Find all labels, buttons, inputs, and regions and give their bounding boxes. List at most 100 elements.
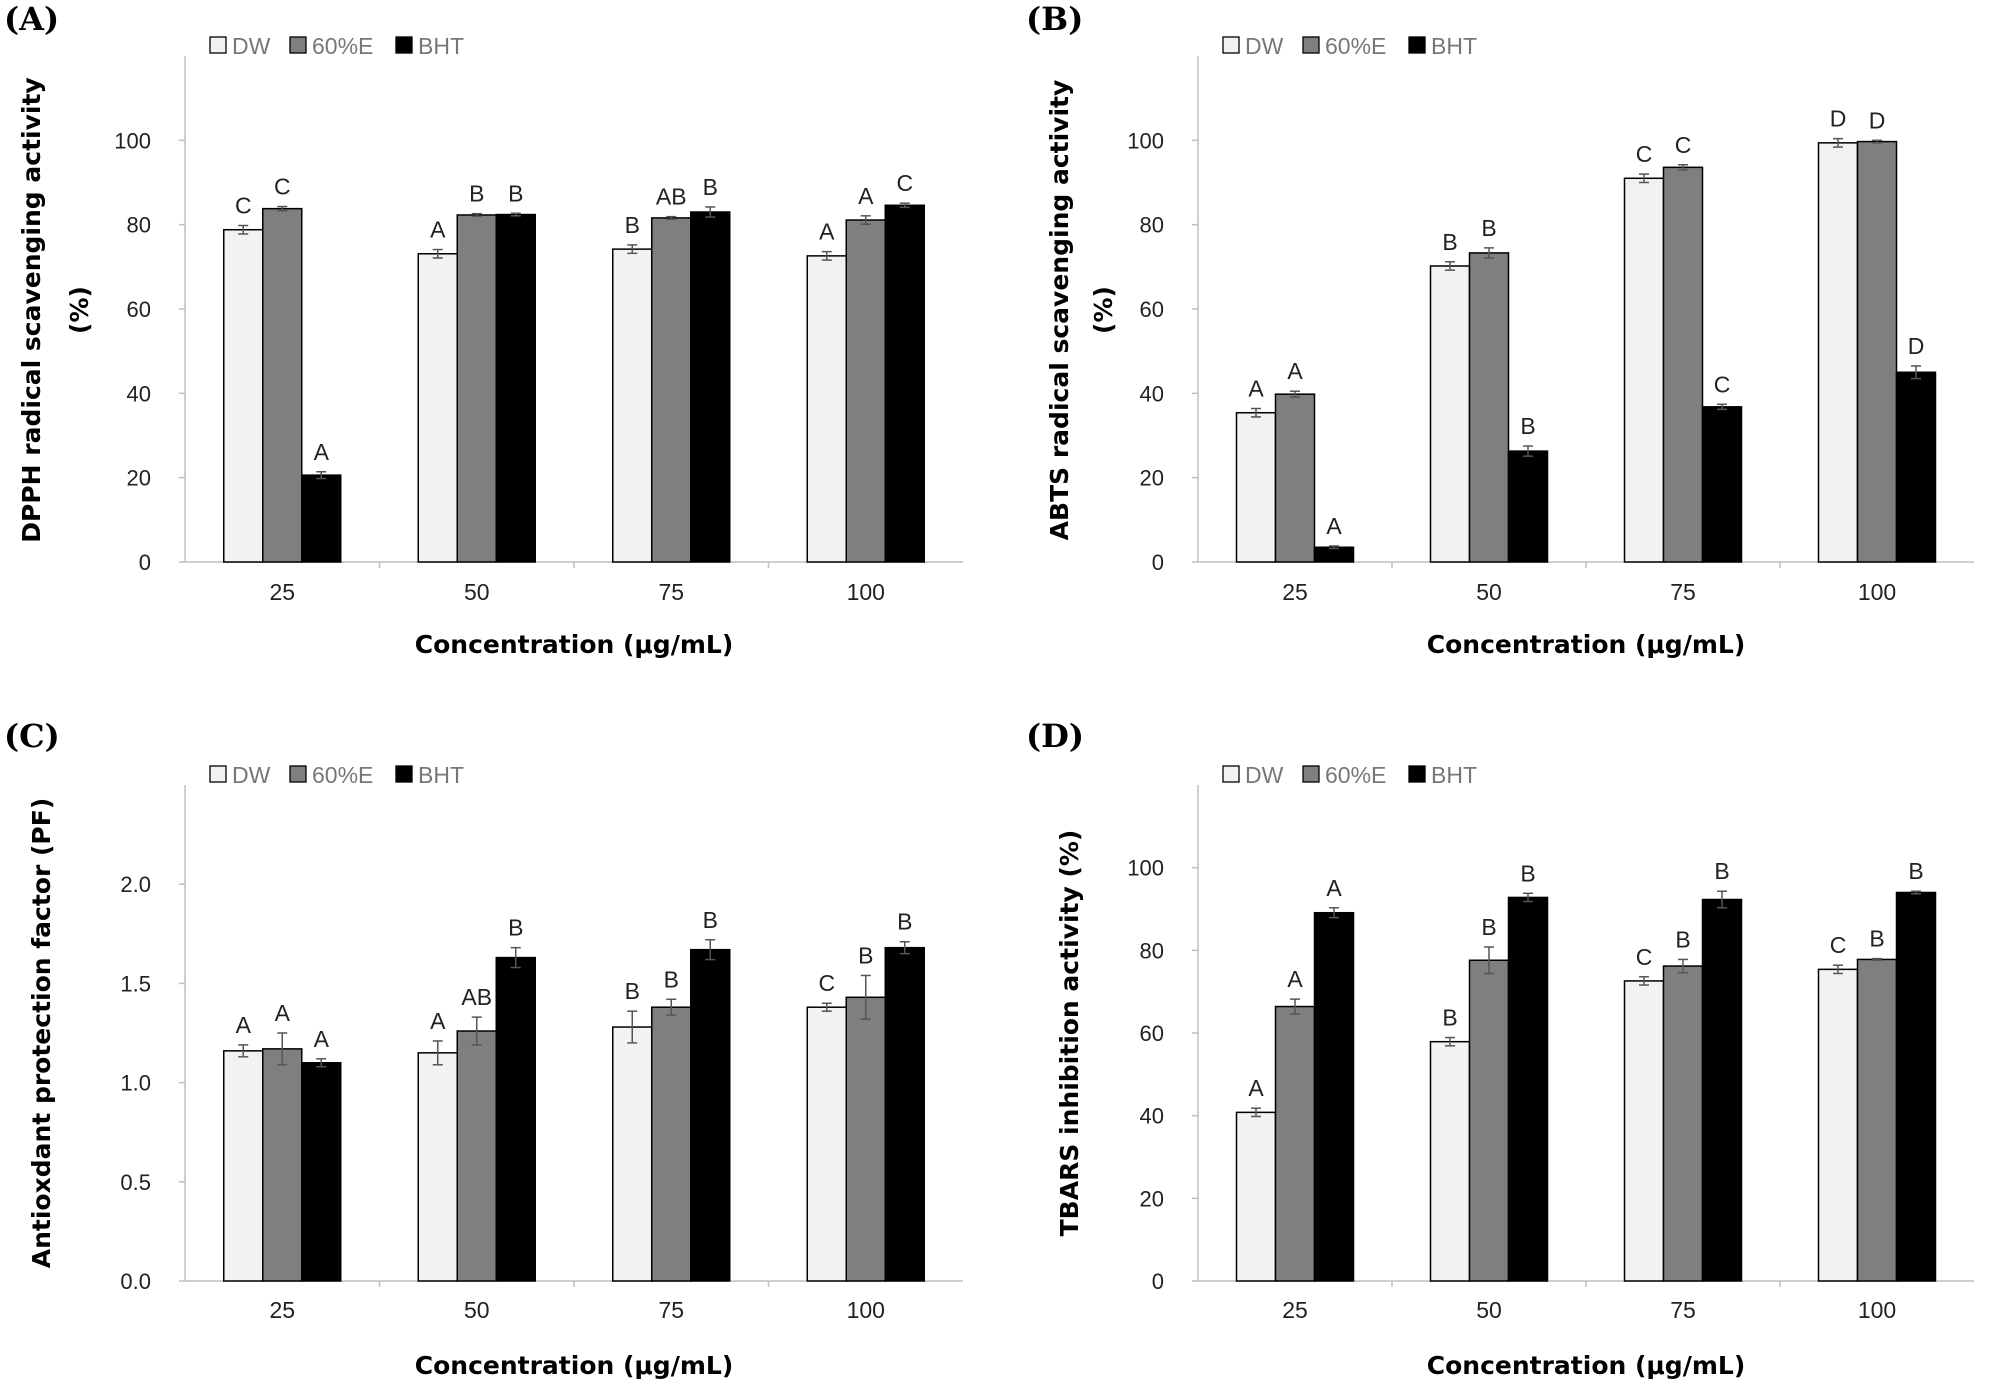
bar-dw	[612, 1026, 653, 1282]
bar-bht	[495, 213, 536, 563]
significance-label: A	[1326, 513, 1342, 539]
significance-label: B	[703, 174, 718, 200]
significance-label: A	[1326, 875, 1342, 901]
significance-label: B	[1714, 858, 1729, 884]
y-tick-label: 40	[127, 381, 151, 406]
legend-label-bht: BHT	[418, 762, 464, 788]
x-axis-title: Concentration (μg/mL)	[415, 630, 734, 659]
legend-label-dw: DW	[1245, 33, 1284, 59]
x-tick-label: 75	[658, 1297, 684, 1323]
significance-label: B	[858, 942, 873, 968]
y-tick-label: 0	[139, 550, 151, 575]
bar-60pct-e	[1662, 965, 1704, 1282]
x-tick-label: 75	[1670, 579, 1696, 605]
panel-label-a: (A)	[4, 0, 59, 38]
bar-dw	[1623, 980, 1665, 1282]
legend-swatch-60pct-e	[289, 765, 307, 783]
bar-60pct-e	[1662, 166, 1704, 563]
bar-bht	[1895, 371, 1937, 563]
legend-label-bht: BHT	[418, 33, 464, 59]
legend-swatch-dw	[209, 36, 227, 54]
significance-label: C	[818, 970, 835, 996]
significance-label: B	[1675, 926, 1690, 952]
panel-label-d: (D)	[1026, 717, 1084, 755]
bar-dw	[1235, 1111, 1277, 1282]
significance-label: B	[1481, 914, 1496, 940]
x-tick-label: 75	[658, 579, 684, 605]
bar-bht	[884, 204, 925, 563]
bar-bht	[1507, 896, 1549, 1282]
bar-60pct-e	[651, 217, 692, 563]
legend-swatch-60pct-e	[1302, 765, 1320, 783]
significance-label: B	[625, 978, 640, 1004]
significance-label: A	[1248, 376, 1264, 402]
significance-label: D	[1830, 106, 1847, 132]
significance-label: AB	[461, 984, 492, 1010]
y-axis-title: TBARS inhibition activity (%)	[1055, 830, 1084, 1237]
y-tick-label: 2.0	[120, 872, 151, 897]
legend-label-dw: DW	[1245, 762, 1284, 788]
significance-label: B	[897, 909, 912, 935]
y-axis-title: Antioxdant protection factor (PF)	[27, 798, 56, 1268]
bar-dw	[612, 248, 653, 563]
x-axis-title: Concentration (μg/mL)	[1427, 630, 1746, 659]
significance-label: C	[235, 193, 252, 219]
bar-dw	[1429, 265, 1471, 563]
bar-60pct-e	[262, 1048, 303, 1282]
legend-swatch-dw	[1222, 765, 1240, 783]
x-tick-label: 100	[847, 1297, 885, 1323]
x-tick-label: 75	[1670, 1297, 1696, 1323]
bar-60pct-e	[1856, 958, 1898, 1282]
bar-dw	[1623, 177, 1665, 563]
y-tick-label: 80	[127, 213, 151, 238]
significance-label: B	[1520, 860, 1535, 886]
x-tick-label: 50	[1476, 1297, 1502, 1323]
bar-bht	[690, 948, 731, 1282]
x-tick-label: 25	[1282, 1297, 1308, 1323]
y-tick-label: 0.5	[120, 1170, 151, 1195]
significance-label: A	[430, 1008, 446, 1034]
significance-label: A	[1248, 1075, 1264, 1101]
legend-swatch-bht	[1408, 36, 1426, 54]
bar-bht	[301, 474, 342, 563]
bar-dw	[417, 253, 458, 563]
x-tick-label: 50	[1476, 579, 1502, 605]
legend-swatch-60pct-e	[1302, 36, 1320, 54]
y-tick-label: 100	[1127, 856, 1164, 881]
bar-bht	[1313, 546, 1355, 563]
legend-label-60pct-e: 60%E	[1325, 762, 1386, 788]
bar-bht	[1313, 911, 1355, 1282]
significance-label: A	[236, 1012, 252, 1038]
bar-dw	[1817, 142, 1859, 563]
y-tick-label: 1.0	[120, 1071, 151, 1096]
legend-label-dw: DW	[232, 762, 271, 788]
significance-label: B	[1908, 858, 1923, 884]
significance-label: A	[314, 1026, 330, 1052]
significance-label: B	[1442, 229, 1457, 255]
bar-60pct-e	[1468, 252, 1510, 563]
legend-label-dw: DW	[232, 33, 271, 59]
bar-bht	[884, 946, 925, 1282]
y-axis-title: ABTS radical scavenging activity	[1045, 80, 1074, 541]
bar-dw	[806, 1006, 847, 1282]
significance-label: B	[703, 907, 718, 933]
bar-bht	[690, 211, 731, 563]
x-tick-label: 25	[269, 579, 295, 605]
y-tick-label: 80	[1140, 938, 1164, 963]
y-axis-title: (%)	[65, 286, 94, 334]
x-tick-label: 100	[847, 579, 885, 605]
significance-label: A	[819, 219, 835, 245]
bar-dw	[1429, 1040, 1471, 1282]
bar-60pct-e	[845, 996, 886, 1282]
x-tick-label: 100	[1858, 1297, 1896, 1323]
significance-label: C	[1714, 371, 1731, 397]
y-tick-label: 1.5	[120, 971, 151, 996]
bar-bht	[495, 956, 536, 1282]
significance-label: B	[469, 181, 484, 207]
y-tick-label: 100	[1127, 128, 1164, 153]
y-tick-label: 20	[1140, 1186, 1164, 1211]
